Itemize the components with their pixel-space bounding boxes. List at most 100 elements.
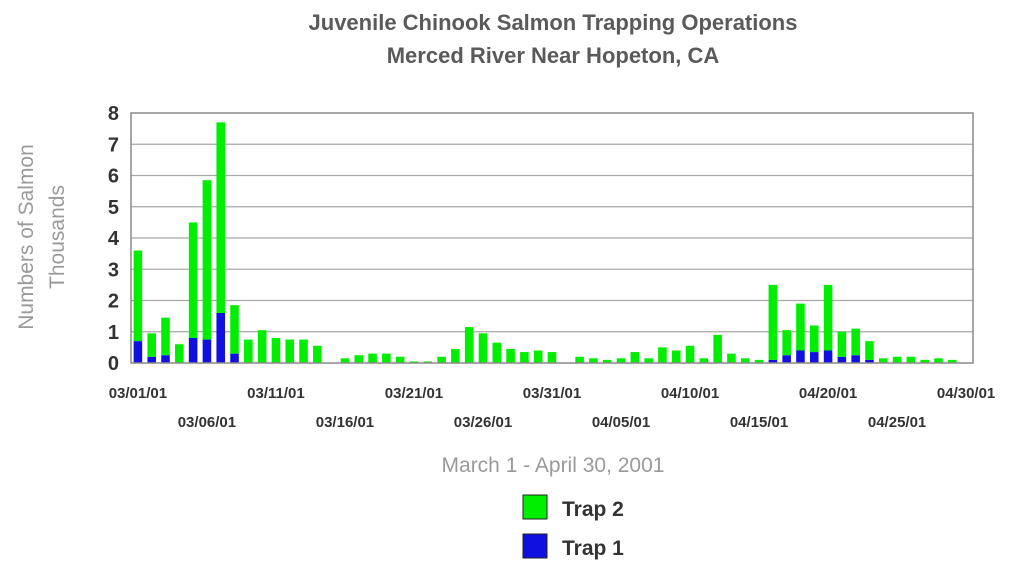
legend-swatch-trap-2 — [522, 494, 548, 520]
x-tick-label: 04/15/01 — [730, 414, 788, 431]
bar-trap-2 — [796, 303, 805, 351]
bar-trap-2 — [423, 361, 433, 363]
bar-trap-2 — [147, 333, 156, 357]
bar-trap-2 — [768, 284, 778, 360]
bar-trap-2 — [948, 359, 957, 363]
bar-trap-2 — [161, 317, 170, 356]
bar-trap-2 — [230, 305, 239, 354]
x-axis-ticks: 03/01/01 03/06/01 03/11/01 03/16/01 03/21/01… — [109, 385, 996, 431]
x-tick-label: 03/21/01 — [385, 385, 443, 402]
x-tick-label: 03/26/01 — [454, 414, 512, 431]
x-tick-label: 04/10/01 — [661, 385, 719, 402]
bar-trap-2 — [671, 350, 681, 363]
bar-trap-2 — [395, 356, 405, 363]
bar-trap-2 — [865, 341, 874, 360]
chart-subtitle: Merced River Near Hopeton, CA — [387, 43, 720, 68]
bar-trap-1 — [133, 341, 143, 363]
y-tick-label: 7 — [108, 134, 119, 156]
bar-trap-2 — [589, 358, 598, 363]
x-tick-label: 03/01/01 — [109, 385, 167, 402]
y-axis-label-units: Thousands — [46, 185, 69, 289]
bar-trap-1 — [782, 355, 791, 363]
bar-trap-2 — [175, 344, 184, 363]
bar-trap-2 — [934, 358, 943, 363]
legend-label-trap-2: Trap 2 — [562, 498, 624, 521]
bar-trap-2 — [740, 358, 750, 363]
x-tick-label: 03/06/01 — [178, 414, 236, 431]
bar-trap-2 — [382, 353, 391, 363]
bar-trap-2 — [464, 327, 474, 363]
bar-trap-2 — [216, 122, 226, 313]
bar-trap-1 — [768, 359, 778, 363]
bar-trap-2 — [837, 331, 847, 357]
bar-trap-2 — [313, 345, 322, 363]
bar-trap-1 — [796, 350, 805, 363]
bar-trap-2 — [630, 352, 640, 363]
y-tick-label: 4 — [108, 228, 120, 250]
bars — [133, 122, 957, 363]
bar-trap-2 — [920, 359, 929, 363]
bar-trap-2 — [823, 284, 833, 351]
bar-trap-2 — [299, 339, 308, 363]
bar-trap-2 — [271, 338, 281, 363]
bar-trap-2 — [727, 353, 736, 363]
bar-trap-2 — [809, 325, 819, 353]
bar-trap-2 — [851, 328, 860, 356]
bar-trap-2 — [602, 359, 612, 363]
bar-trap-2 — [699, 358, 709, 363]
bar-trap-2 — [533, 350, 543, 363]
bar-trap-2 — [644, 358, 653, 363]
x-tick-label: 03/31/01 — [523, 385, 581, 402]
bar-trap-2 — [878, 358, 888, 363]
chart-title: Juvenile Chinook Salmon Trapping Operati… — [309, 10, 798, 35]
bar-trap-2 — [782, 330, 791, 356]
bar-trap-2 — [685, 345, 695, 363]
y-tick-label: 5 — [108, 197, 119, 219]
bar-trap-2 — [409, 361, 419, 363]
bar-trap-1 — [851, 355, 860, 363]
bar-trap-1 — [147, 356, 156, 363]
bar-trap-2 — [506, 348, 515, 363]
bar-trap-2 — [340, 358, 350, 363]
plot-area-frame — [130, 112, 974, 364]
bar-trap-2 — [892, 356, 902, 363]
x-tick-label: 04/25/01 — [868, 414, 926, 431]
x-tick-label: 03/11/01 — [247, 385, 305, 402]
bar-trap-1 — [230, 353, 239, 363]
bar-trap-1 — [188, 338, 198, 363]
bar-trap-2 — [478, 333, 488, 363]
y-tick-label: 8 — [108, 103, 119, 125]
bar-trap-2 — [547, 352, 557, 363]
x-tick-label: 03/16/01 — [316, 414, 374, 431]
bar-trap-2 — [188, 222, 198, 338]
bar-trap-2 — [492, 342, 502, 363]
bar-trap-2 — [244, 339, 253, 363]
bar-trap-1 — [837, 356, 847, 363]
x-tick-label: 04/30/01 — [937, 385, 995, 402]
legend: Trap 2 Trap 1 — [522, 494, 624, 560]
bar-trap-2 — [520, 352, 529, 363]
bar-trap-2 — [754, 359, 764, 363]
y-tick-label: 2 — [108, 291, 119, 313]
bar-trap-2 — [658, 347, 667, 363]
y-axis-label: Numbers of Salmon — [15, 144, 38, 330]
y-tick-label: 3 — [108, 259, 119, 281]
x-axis-label: March 1 - April 30, 2001 — [442, 454, 665, 477]
bar-trap-2 — [713, 334, 722, 363]
y-tick-label: 0 — [108, 353, 119, 375]
bar-trap-2 — [906, 356, 916, 363]
y-tick-label: 1 — [108, 322, 119, 344]
bar-trap-2 — [575, 356, 584, 363]
bar-trap-2 — [133, 250, 143, 342]
bar-trap-1 — [809, 352, 819, 363]
x-tick-label: 04/05/01 — [592, 414, 650, 431]
y-axis-ticks: 0 1 2 3 4 5 6 7 8 — [108, 103, 120, 375]
bar-trap-2 — [451, 348, 460, 363]
bar-trap-1 — [161, 355, 170, 363]
y-tick-label: 6 — [108, 166, 119, 188]
bar-trap-2 — [354, 355, 364, 363]
bar-trap-2 — [257, 330, 267, 363]
bar-trap-1 — [865, 359, 874, 363]
bar-trap-1 — [823, 350, 833, 363]
